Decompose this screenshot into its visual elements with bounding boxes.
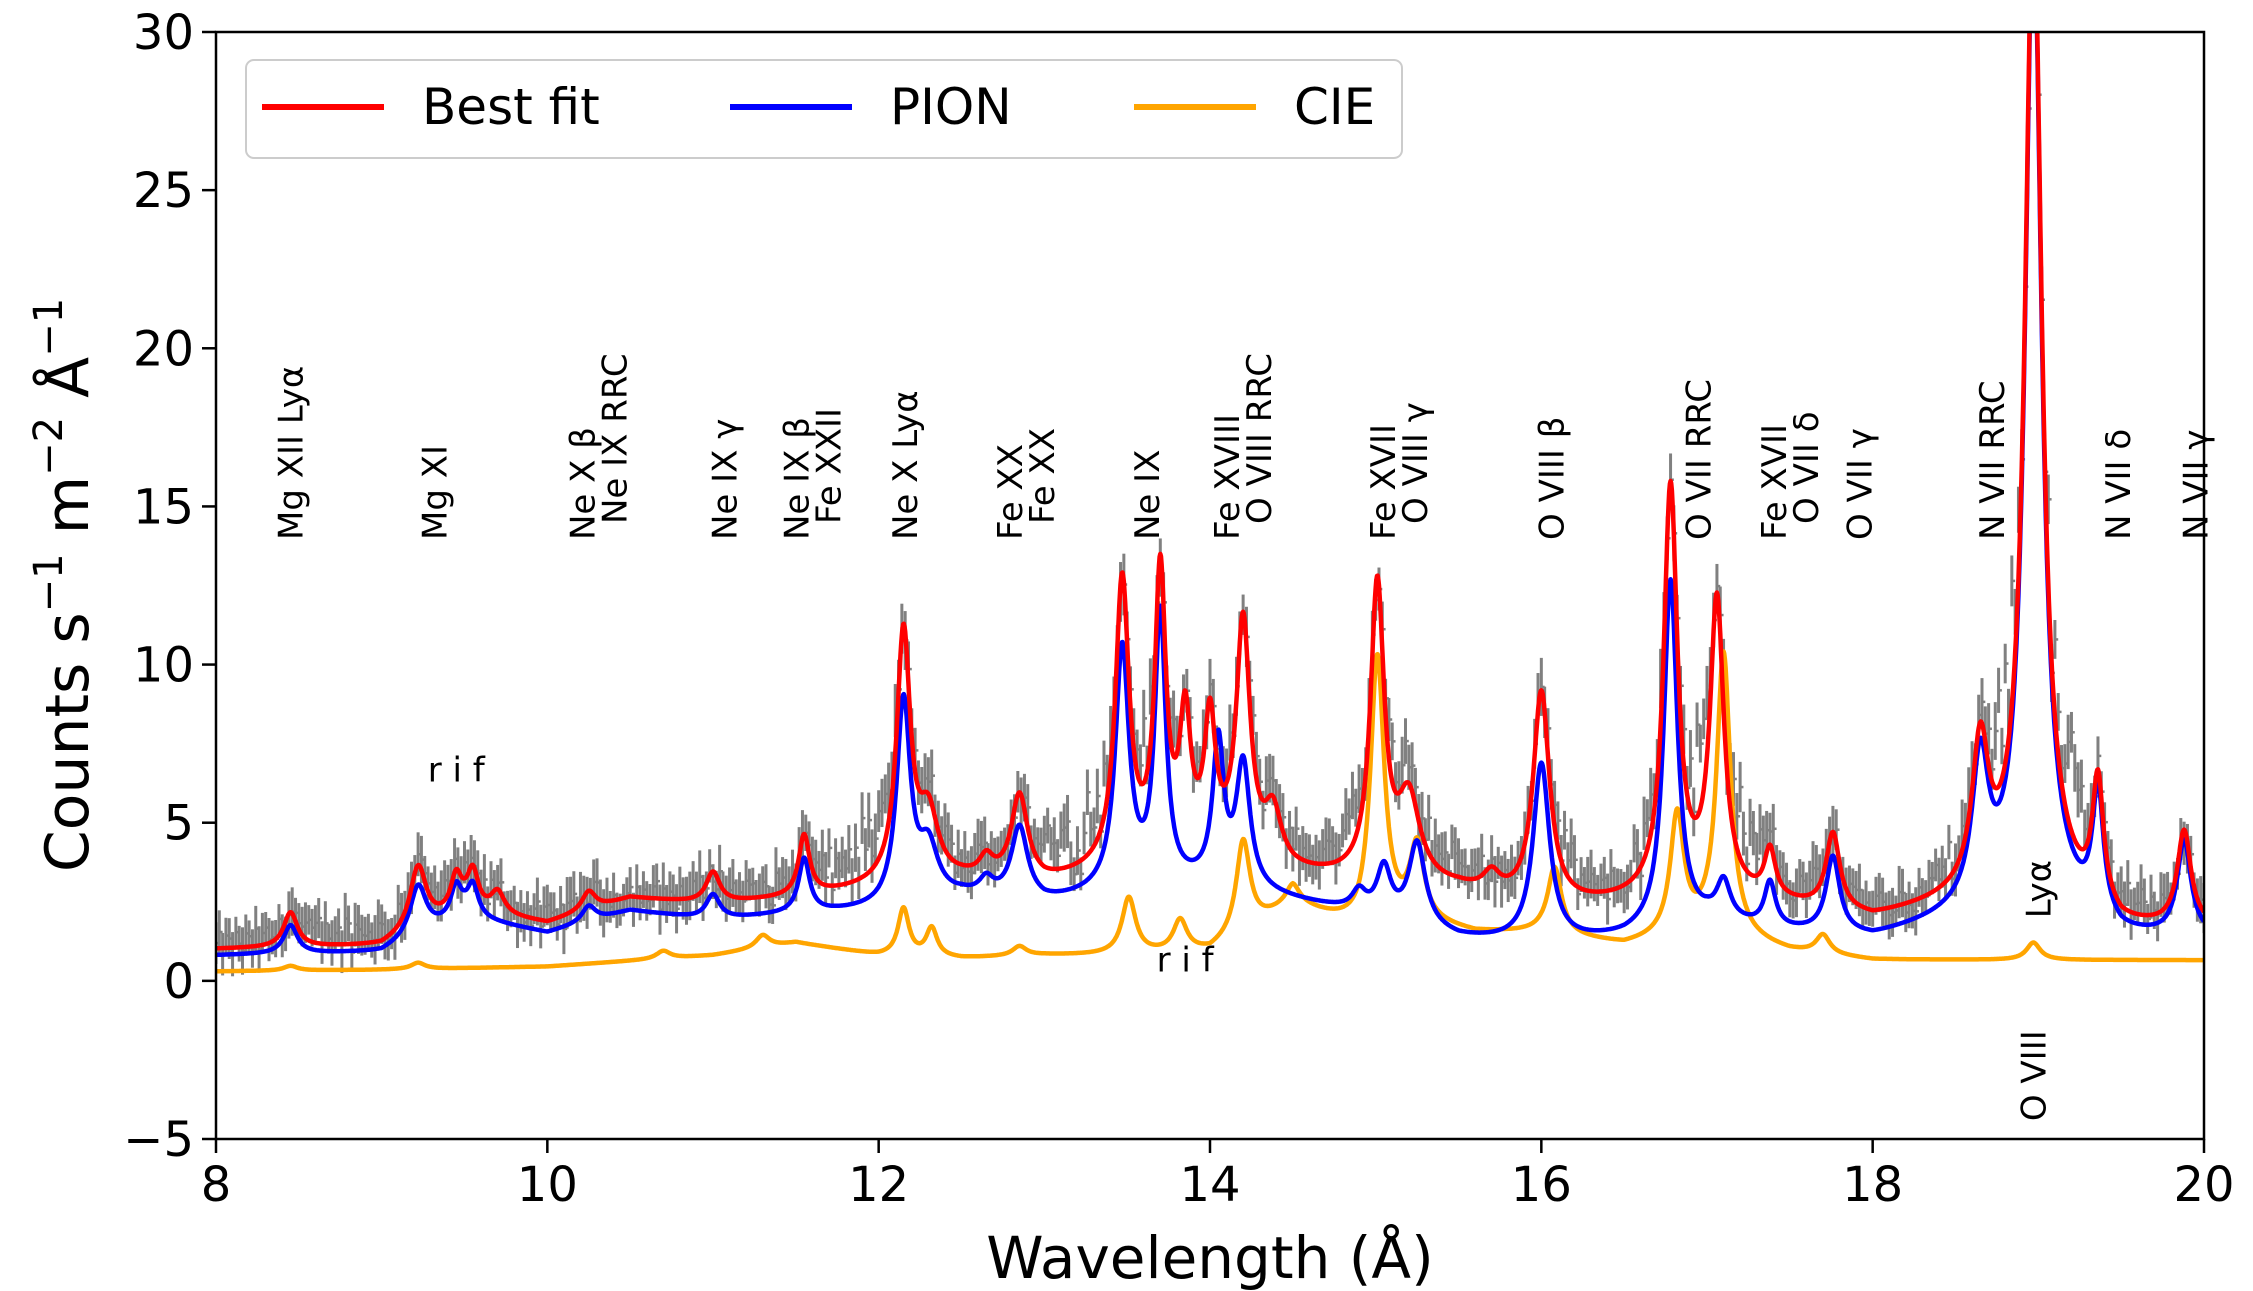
x-tick-label: 8 xyxy=(201,1157,232,1213)
annotations: r i f r i f O VIII Lyα xyxy=(428,751,2060,1122)
y-label-exp3: −1 xyxy=(26,298,72,357)
line-id-label: Fe XVIII xyxy=(1208,414,1248,540)
annotation: Lyα xyxy=(2019,860,2059,918)
line-id-label: Ne X β xyxy=(564,427,604,540)
y-tick-label: 30 xyxy=(133,5,194,61)
y-tick-label: 25 xyxy=(133,163,194,219)
line-id-label: Ne X Lyα xyxy=(886,390,926,540)
y-tick-label: 20 xyxy=(133,321,194,377)
x-tick-label: 16 xyxy=(1511,1157,1572,1213)
line-id-label: N VII δ xyxy=(2099,429,2139,540)
series-line-pion xyxy=(216,32,2204,958)
x-tick-label: 12 xyxy=(848,1157,909,1213)
line-id-label: N VII RRC xyxy=(1973,380,2013,540)
line-id-label: Ne IX xyxy=(1128,450,1168,540)
legend-label: PION xyxy=(890,78,1012,136)
x-tick-label: 18 xyxy=(1842,1157,1903,1213)
x-tick-label: 10 xyxy=(517,1157,578,1213)
line-id-label: Ne IX β xyxy=(777,417,817,540)
line-id-label: O VIII β xyxy=(1532,417,1572,540)
y-tick-label: 5 xyxy=(163,796,194,852)
line-id-label: O VIII γ xyxy=(1396,402,1436,524)
y-axis: −5 0 5 10 15 20 25 30 xyxy=(123,5,216,1168)
line-id-label: Ne IX RRC xyxy=(596,353,636,524)
y-tick-label: 10 xyxy=(133,638,194,694)
x-tick-label: 20 xyxy=(2173,1157,2234,1213)
y-axis-label: Counts s−1 m−2 Å−1 xyxy=(26,298,103,872)
line-id-label: Fe XX xyxy=(991,444,1031,540)
x-tick-label: 14 xyxy=(1179,1157,1240,1213)
model-lines-layer xyxy=(216,32,2204,974)
line-id-label: N VII γ xyxy=(2177,430,2217,540)
line-identifications: Mg XII Lyα Mg XI Ne X βNe IX RRC Ne IX γ Ne … xyxy=(272,353,2217,540)
y-label-angstrom: Å xyxy=(32,357,103,417)
series-line-cie xyxy=(216,649,2204,974)
y-label-m: m xyxy=(33,476,103,554)
annotation: O VIII xyxy=(2014,1030,2054,1121)
y-label-exp2: −2 xyxy=(26,417,72,476)
y-tick-label: 0 xyxy=(163,954,194,1010)
line-id-label: O VII RRC xyxy=(1680,379,1720,540)
line-id-label: Mg XII Lyα xyxy=(272,366,312,540)
line-id-label: O VII δ xyxy=(1787,412,1827,525)
y-label-counts: Counts s xyxy=(33,612,103,872)
line-id-label: Mg XI xyxy=(416,445,456,540)
legend-label: Best fit xyxy=(422,78,600,136)
x-axis: 8 10 12 14 16 18 20 xyxy=(201,1139,2235,1213)
line-id-label: O VIII RRC xyxy=(1240,353,1280,524)
line-id-label: Ne IX γ xyxy=(706,419,746,540)
line-id-label: Fe XX xyxy=(1023,428,1063,524)
y-tick-label: −5 xyxy=(123,1112,194,1168)
line-id-label: Fe XVII xyxy=(1755,424,1795,540)
y-tick-label: 15 xyxy=(133,479,194,535)
annotation: r i f xyxy=(428,751,486,791)
x-axis-label: Wavelength (Å) xyxy=(986,1223,1433,1291)
legend-label: CIE xyxy=(1294,78,1375,136)
series-line-best-fit xyxy=(216,32,2204,951)
legend: Best fit PION CIE xyxy=(245,59,1403,159)
y-label-exp1: −1 xyxy=(26,553,72,612)
line-id-label: Fe XXII xyxy=(809,408,849,524)
line-id-label: Fe XVII xyxy=(1364,424,1404,540)
line-id-label: O VII γ xyxy=(1840,428,1880,540)
annotation: r i f xyxy=(1157,940,1215,980)
